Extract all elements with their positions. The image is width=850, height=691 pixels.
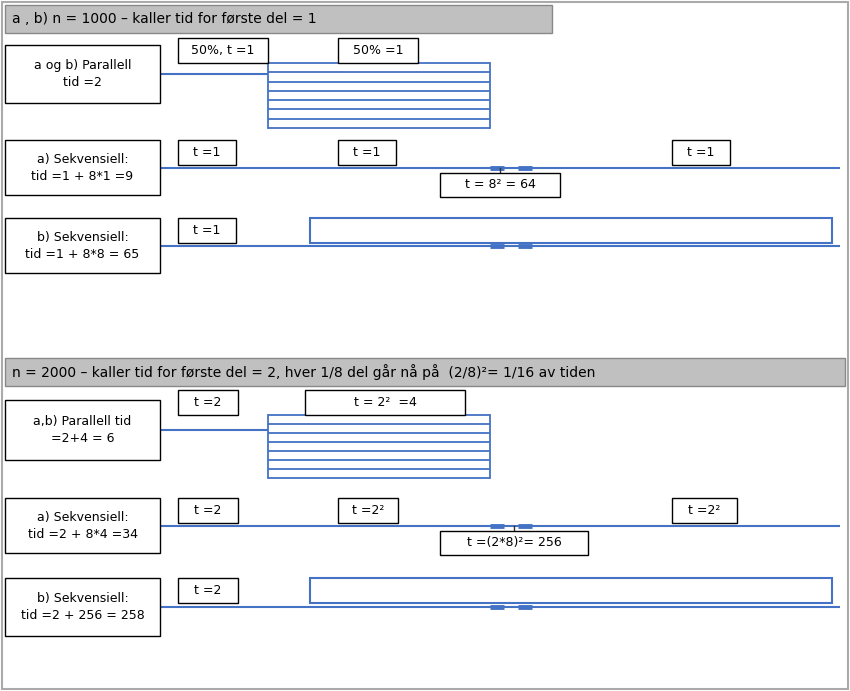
FancyBboxPatch shape [178,140,236,165]
Text: b) Sekvensiell:
tid =2 + 256 = 258: b) Sekvensiell: tid =2 + 256 = 258 [20,592,145,622]
Text: t = 8² = 64: t = 8² = 64 [465,178,536,191]
Text: t =(2*8)²= 256: t =(2*8)²= 256 [467,536,561,549]
Text: a) Sekvensiell:
tid =2 + 8*4 =34: a) Sekvensiell: tid =2 + 8*4 =34 [27,511,138,540]
FancyBboxPatch shape [178,218,236,243]
Text: t =2: t =2 [195,584,222,597]
Text: t = 2²  =4: t = 2² =4 [354,396,416,409]
FancyBboxPatch shape [5,358,845,386]
FancyBboxPatch shape [178,38,268,63]
FancyBboxPatch shape [338,38,418,63]
Text: a og b) Parallell
tid =2: a og b) Parallell tid =2 [34,59,131,89]
FancyBboxPatch shape [338,140,396,165]
FancyBboxPatch shape [178,578,238,603]
Text: t =2²: t =2² [352,504,384,517]
FancyBboxPatch shape [178,498,238,523]
FancyBboxPatch shape [672,140,730,165]
FancyBboxPatch shape [178,390,238,415]
FancyBboxPatch shape [672,498,737,523]
FancyBboxPatch shape [5,498,160,553]
Text: t =1: t =1 [688,146,715,159]
FancyBboxPatch shape [5,5,552,33]
Text: t =2²: t =2² [688,504,721,517]
Text: t =2: t =2 [195,504,222,517]
FancyBboxPatch shape [440,173,560,196]
Text: a , b) n = 1000 – kaller tid for første del = 1: a , b) n = 1000 – kaller tid for første … [12,12,316,26]
FancyBboxPatch shape [5,578,160,636]
FancyBboxPatch shape [5,45,160,103]
Text: a) Sekvensiell:
tid =1 + 8*1 =9: a) Sekvensiell: tid =1 + 8*1 =9 [31,153,133,182]
Text: t =1: t =1 [193,224,221,237]
FancyBboxPatch shape [5,140,160,195]
Text: b) Sekvensiell:
tid =1 + 8*8 = 65: b) Sekvensiell: tid =1 + 8*8 = 65 [26,231,139,261]
FancyBboxPatch shape [338,498,398,523]
Text: t =1: t =1 [354,146,381,159]
Text: a,b) Parallell tid
=2+4 = 6: a,b) Parallell tid =2+4 = 6 [33,415,132,445]
FancyBboxPatch shape [310,218,832,243]
FancyBboxPatch shape [305,390,465,415]
Text: n = 2000 – kaller tid for første del = 2, hver 1/8 del går nå på  (2/8)²= 1/16 a: n = 2000 – kaller tid for første del = 2… [12,364,595,380]
FancyBboxPatch shape [440,531,588,554]
FancyBboxPatch shape [310,578,832,603]
Text: t =1: t =1 [193,146,221,159]
Text: 50% =1: 50% =1 [353,44,403,57]
Text: 50%, t =1: 50%, t =1 [191,44,255,57]
FancyBboxPatch shape [5,218,160,273]
FancyBboxPatch shape [5,400,160,460]
Text: t =2: t =2 [195,396,222,409]
